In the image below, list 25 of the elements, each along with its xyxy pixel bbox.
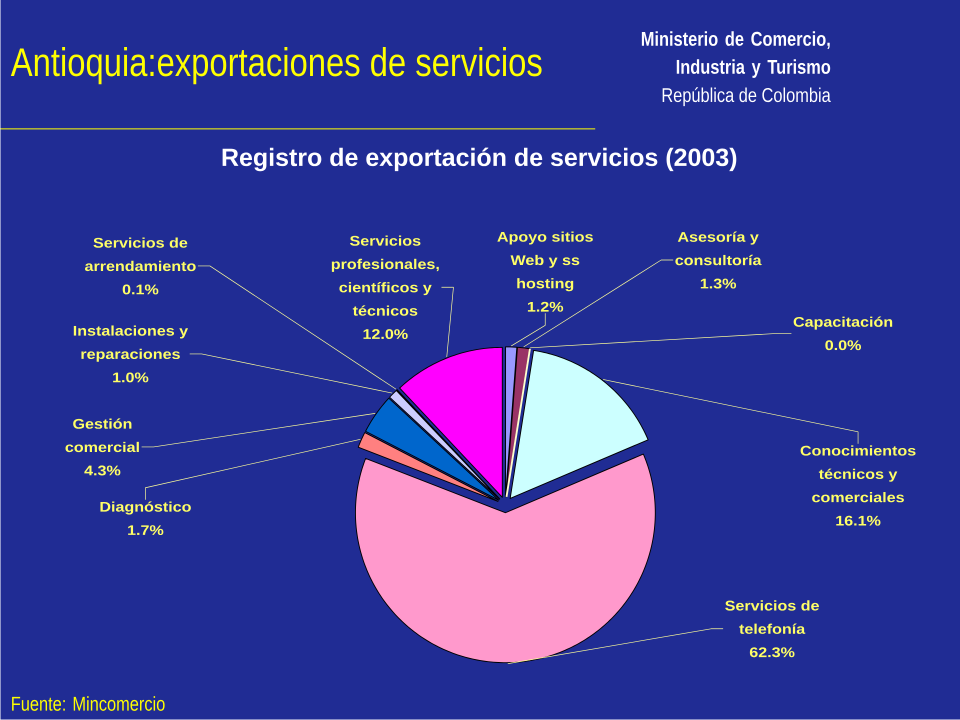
slice-label: Servicios profesionales, científicos y técnicos xyxy=(332,236,439,316)
slice-label: Servicios de telefonía xyxy=(725,600,819,634)
data-label: 1.3% xyxy=(700,278,736,289)
category-label: Capacitación xyxy=(794,316,892,330)
data-label: 0.1% xyxy=(122,284,158,295)
text: Ministerio de Comercio, Industria y Turismo xyxy=(642,31,830,78)
slice-label: Diagnóstico xyxy=(100,502,191,515)
slice-label: Asesoría y consultoría xyxy=(675,232,762,266)
chart-subtitle: Registro de exportación de servicios (2003) xyxy=(222,148,736,172)
data-label: 1.0% xyxy=(113,372,148,383)
source-note: Fuente: Mincomercio xyxy=(12,696,165,712)
slice-label: Apoyo sitios Web y ss hosting xyxy=(497,232,593,292)
text: 0.0% xyxy=(825,340,861,350)
slice-label: Gestión comercial xyxy=(66,418,139,452)
data-label: 1.2% xyxy=(528,302,564,312)
slice-label: Conocimientos técnicos y comerciales xyxy=(800,446,916,502)
data-label: 62.3% xyxy=(750,648,794,658)
slice-label: Servicios de arrendamiento xyxy=(85,238,196,272)
slice-label: Instalaciones y reparaciones xyxy=(74,326,188,362)
data-label: 1.7% xyxy=(128,525,164,536)
chart-title: Antioquia:exportaciones de servicios xyxy=(10,47,542,84)
data-label: 12.0% xyxy=(364,329,408,340)
data-label: 4.3% xyxy=(84,466,120,476)
data-label: 16.1% xyxy=(836,516,880,526)
text: República de Colombia xyxy=(662,87,831,106)
